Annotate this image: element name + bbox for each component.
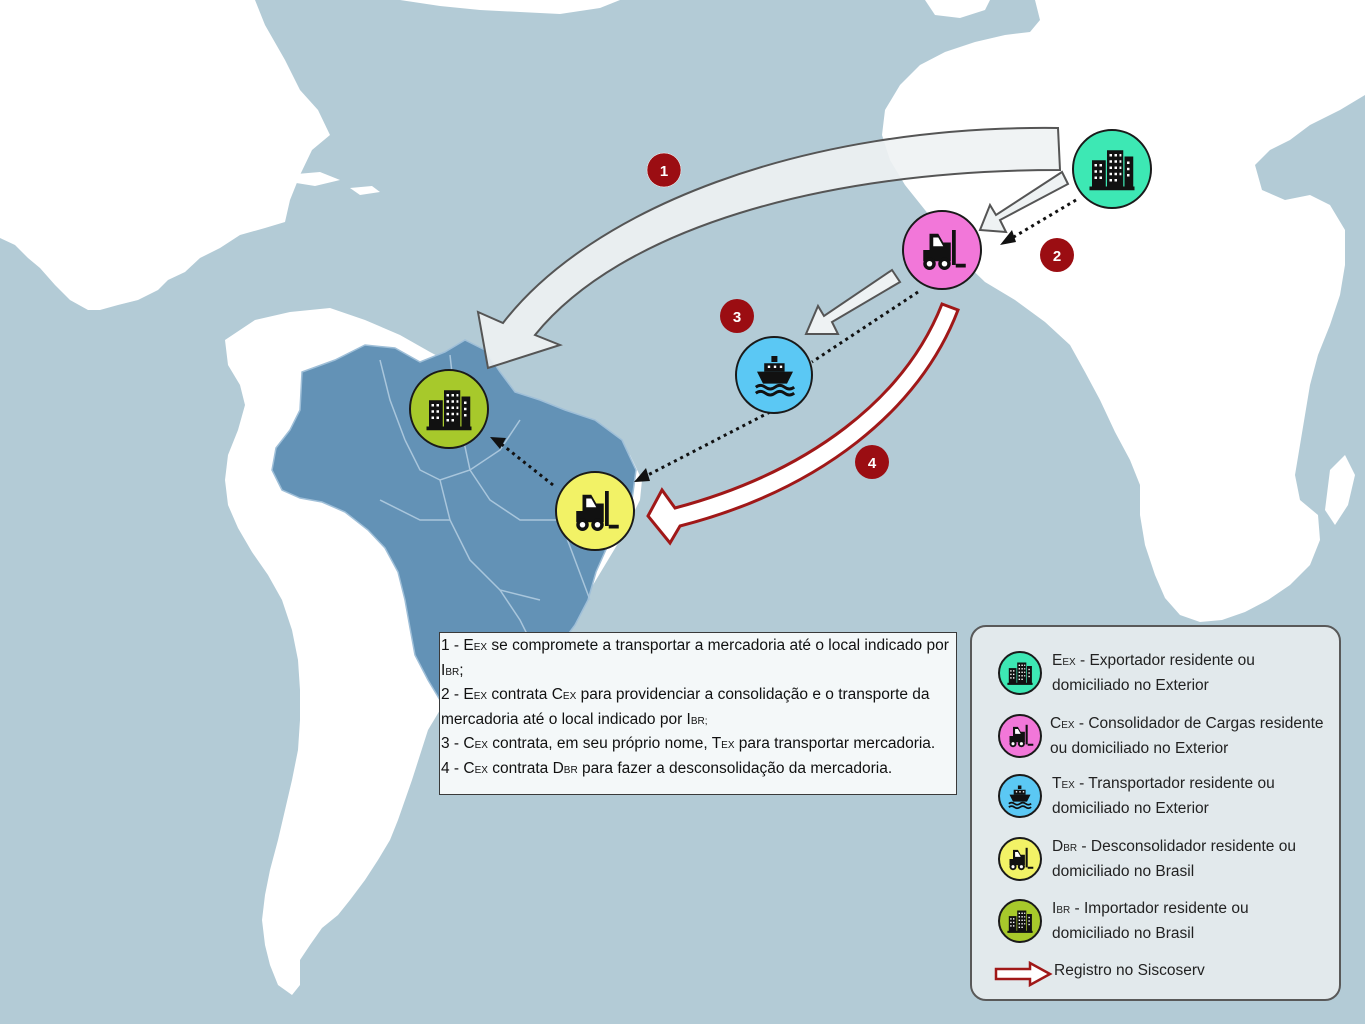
step-description-3: 3 - CEX contrata, em seu próprio nome, T… <box>441 735 936 752</box>
land-north-america <box>0 0 330 310</box>
step-badge-4: 4 <box>855 445 889 479</box>
ship-icon <box>998 774 1042 818</box>
node-transportador <box>735 336 813 414</box>
flow-arrow-3 <box>804 268 902 335</box>
node-consolidador <box>902 210 982 290</box>
node-exportador <box>1072 129 1152 209</box>
building-icon <box>998 899 1042 943</box>
land-caribbean <box>170 142 380 195</box>
node-desconsolidador <box>555 471 635 551</box>
dotted-arrowheads <box>490 230 1016 482</box>
registro-label: Registro no Siscoserv <box>1054 962 1205 979</box>
node-importador <box>409 369 489 449</box>
svg-text:3: 3 <box>733 309 741 326</box>
land-greenland <box>400 0 620 14</box>
step-badge-3: 3 <box>720 299 754 333</box>
land-iberia <box>925 0 990 18</box>
steps-description: 1 - EEX se compromete a transportar a me… <box>439 632 957 795</box>
dotted-connectors <box>499 198 1077 487</box>
legend: EEX - Exportador residente ou domiciliado… <box>970 625 1341 1001</box>
flow-arrow-1 <box>476 126 1062 370</box>
building-icon <box>998 651 1042 695</box>
forklift-icon <box>998 837 1042 881</box>
step-description-1: 1 - EEX se compromete a transportar a me… <box>441 637 949 679</box>
land-madagascar <box>1325 455 1355 525</box>
step-badge-1: 1 <box>646 152 682 188</box>
step-description-2: 2 - EEX contrata CEX para providenciar a… <box>441 686 930 728</box>
step-description-4: 4 - CEX contrata DBR para fazer a descon… <box>441 759 893 777</box>
forklift-icon <box>998 714 1042 758</box>
svg-text:2: 2 <box>1053 248 1061 265</box>
svg-text:4: 4 <box>868 455 877 472</box>
step-badge-2: 2 <box>1040 238 1074 272</box>
svg-text:1: 1 <box>660 163 668 180</box>
registro-arrow-icon <box>994 961 1053 987</box>
flow-arrow-4-registro <box>646 302 960 546</box>
flow-arrow-2 <box>978 170 1070 234</box>
